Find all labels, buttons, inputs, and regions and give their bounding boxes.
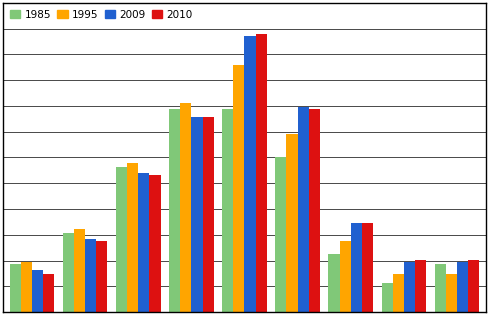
Bar: [456, 262, 467, 315]
Legend: 1985, 1995, 2009, 2010: 1985, 1995, 2009, 2010: [8, 8, 194, 22]
Bar: [202, 117, 213, 315]
Bar: [297, 107, 308, 315]
Bar: [96, 241, 107, 315]
Bar: [85, 239, 96, 315]
Bar: [434, 264, 445, 315]
Bar: [233, 65, 244, 315]
Bar: [286, 134, 297, 315]
Bar: [381, 283, 392, 315]
Bar: [361, 223, 372, 315]
Bar: [116, 167, 127, 315]
Bar: [275, 158, 286, 315]
Bar: [255, 34, 266, 315]
Bar: [191, 117, 202, 315]
Bar: [244, 36, 255, 315]
Bar: [74, 229, 85, 315]
Bar: [328, 254, 339, 315]
Bar: [32, 270, 43, 315]
Bar: [149, 175, 160, 315]
Bar: [21, 262, 32, 315]
Bar: [169, 109, 180, 315]
Bar: [62, 233, 74, 315]
Bar: [392, 273, 403, 315]
Bar: [180, 103, 191, 315]
Bar: [308, 109, 319, 315]
Bar: [467, 260, 478, 315]
Bar: [43, 273, 54, 315]
Bar: [138, 173, 149, 315]
Bar: [350, 223, 361, 315]
Bar: [414, 260, 426, 315]
Bar: [403, 262, 414, 315]
Bar: [339, 241, 350, 315]
Bar: [222, 109, 233, 315]
Bar: [10, 264, 21, 315]
Bar: [127, 163, 138, 315]
Bar: [445, 273, 456, 315]
